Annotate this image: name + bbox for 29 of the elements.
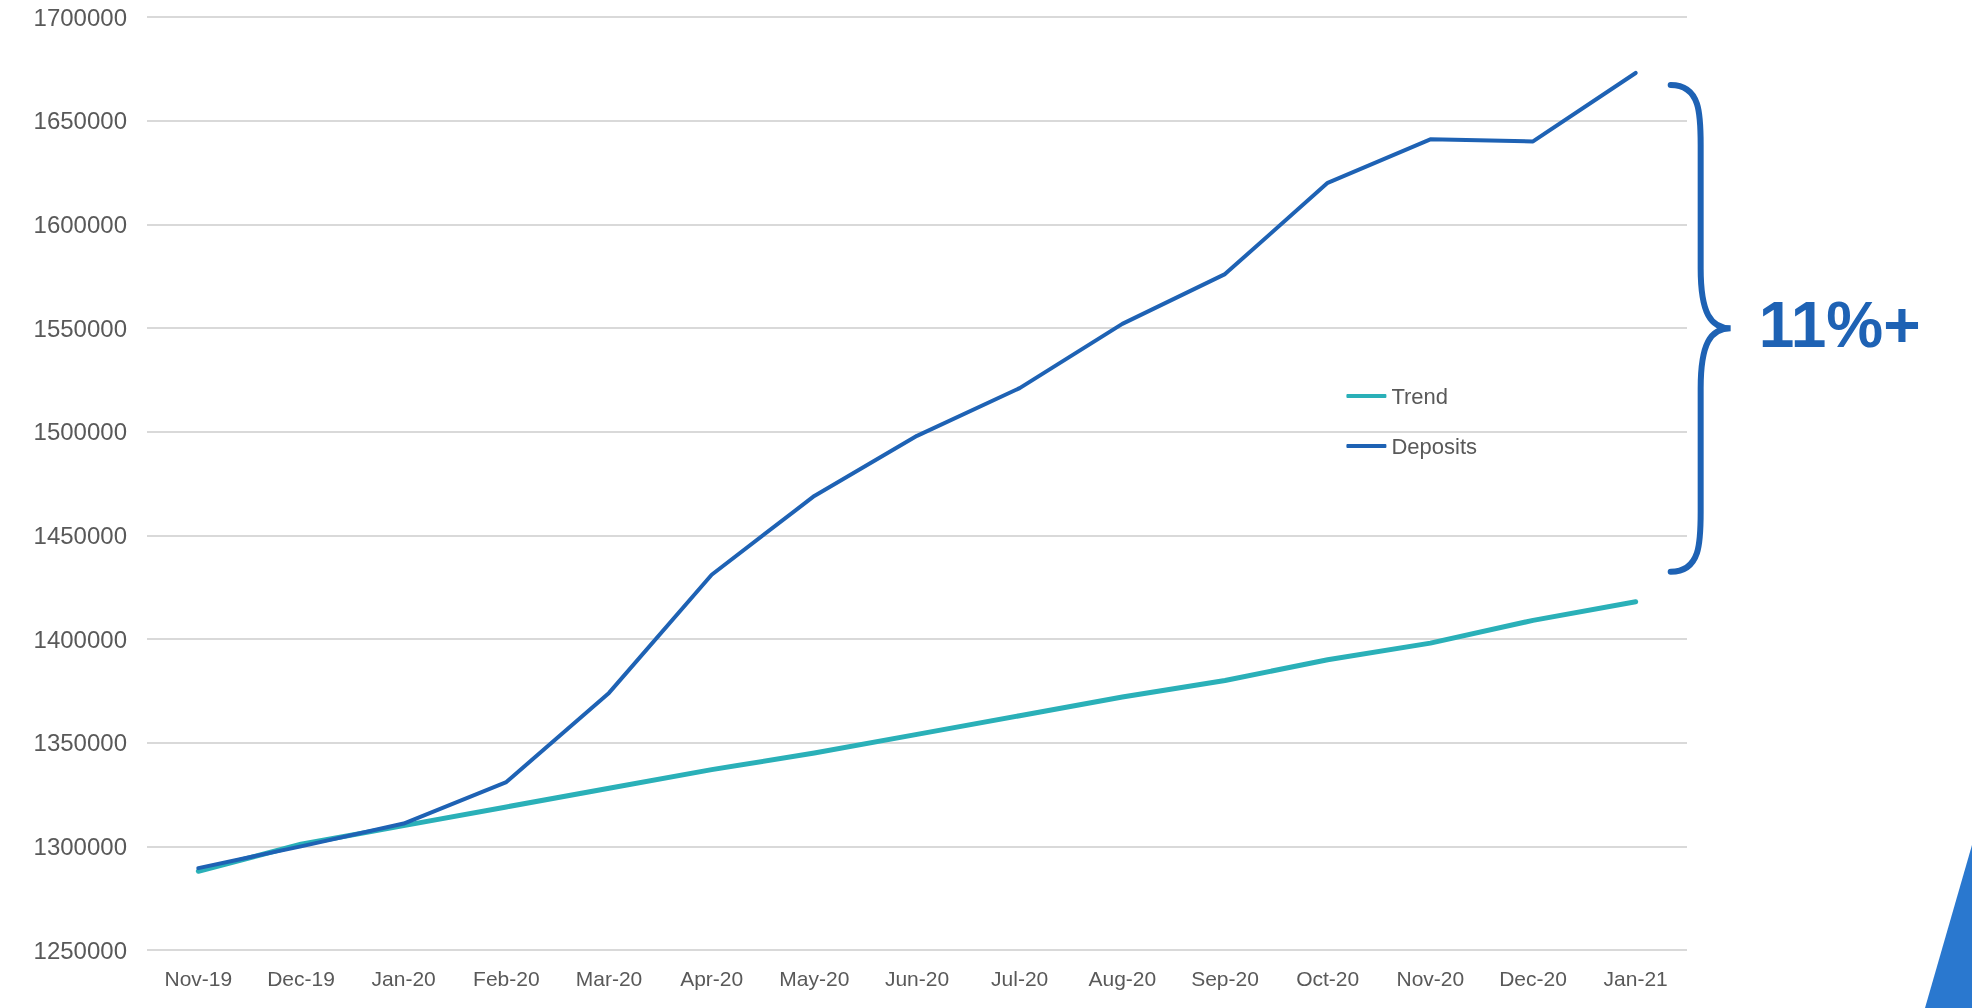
x-tick-label: Jan-21 (1603, 967, 1668, 990)
y-tick-label: 1250000 (33, 936, 127, 964)
x-tick-label: Jul-20 (991, 967, 1049, 990)
y-tick-label: 1450000 (33, 521, 127, 549)
x-tick-label: Oct-20 (1296, 967, 1360, 990)
y-tick-label: 1600000 (33, 210, 127, 238)
x-tick-label: Nov-20 (1396, 967, 1465, 990)
y-tick-label: 1500000 (33, 418, 127, 446)
x-tick-label: Apr-20 (680, 967, 744, 990)
y-tick-label: 1550000 (33, 314, 127, 342)
legend-label: Trend (1391, 383, 1449, 409)
y-tick-label: 1300000 (33, 832, 127, 860)
x-tick-label: Jun-20 (884, 967, 950, 990)
line-series (196, 70, 1638, 871)
x-tick-label: Nov-19 (164, 967, 233, 990)
x-tick-label: Dec-19 (267, 967, 335, 990)
legend-label: Deposits (1391, 433, 1477, 459)
x-tick-label: Dec-20 (1499, 967, 1567, 990)
y-tick-label: 1350000 (33, 729, 127, 757)
y-tick-label: 1650000 (33, 107, 127, 135)
x-tick-label: May-20 (779, 967, 850, 990)
x-tick-label: Feb-20 (473, 967, 540, 990)
x-tick-label: Mar-20 (575, 967, 643, 990)
x-tick-label: Aug-20 (1088, 967, 1157, 990)
x-tick-label: Sep-20 (1191, 967, 1259, 990)
y-tick-label: 1400000 (33, 625, 127, 653)
y-tick-label: 1700000 (33, 3, 127, 31)
text: 11%+ (1758, 288, 1921, 363)
x-tick-label: Jan-20 (371, 967, 436, 990)
